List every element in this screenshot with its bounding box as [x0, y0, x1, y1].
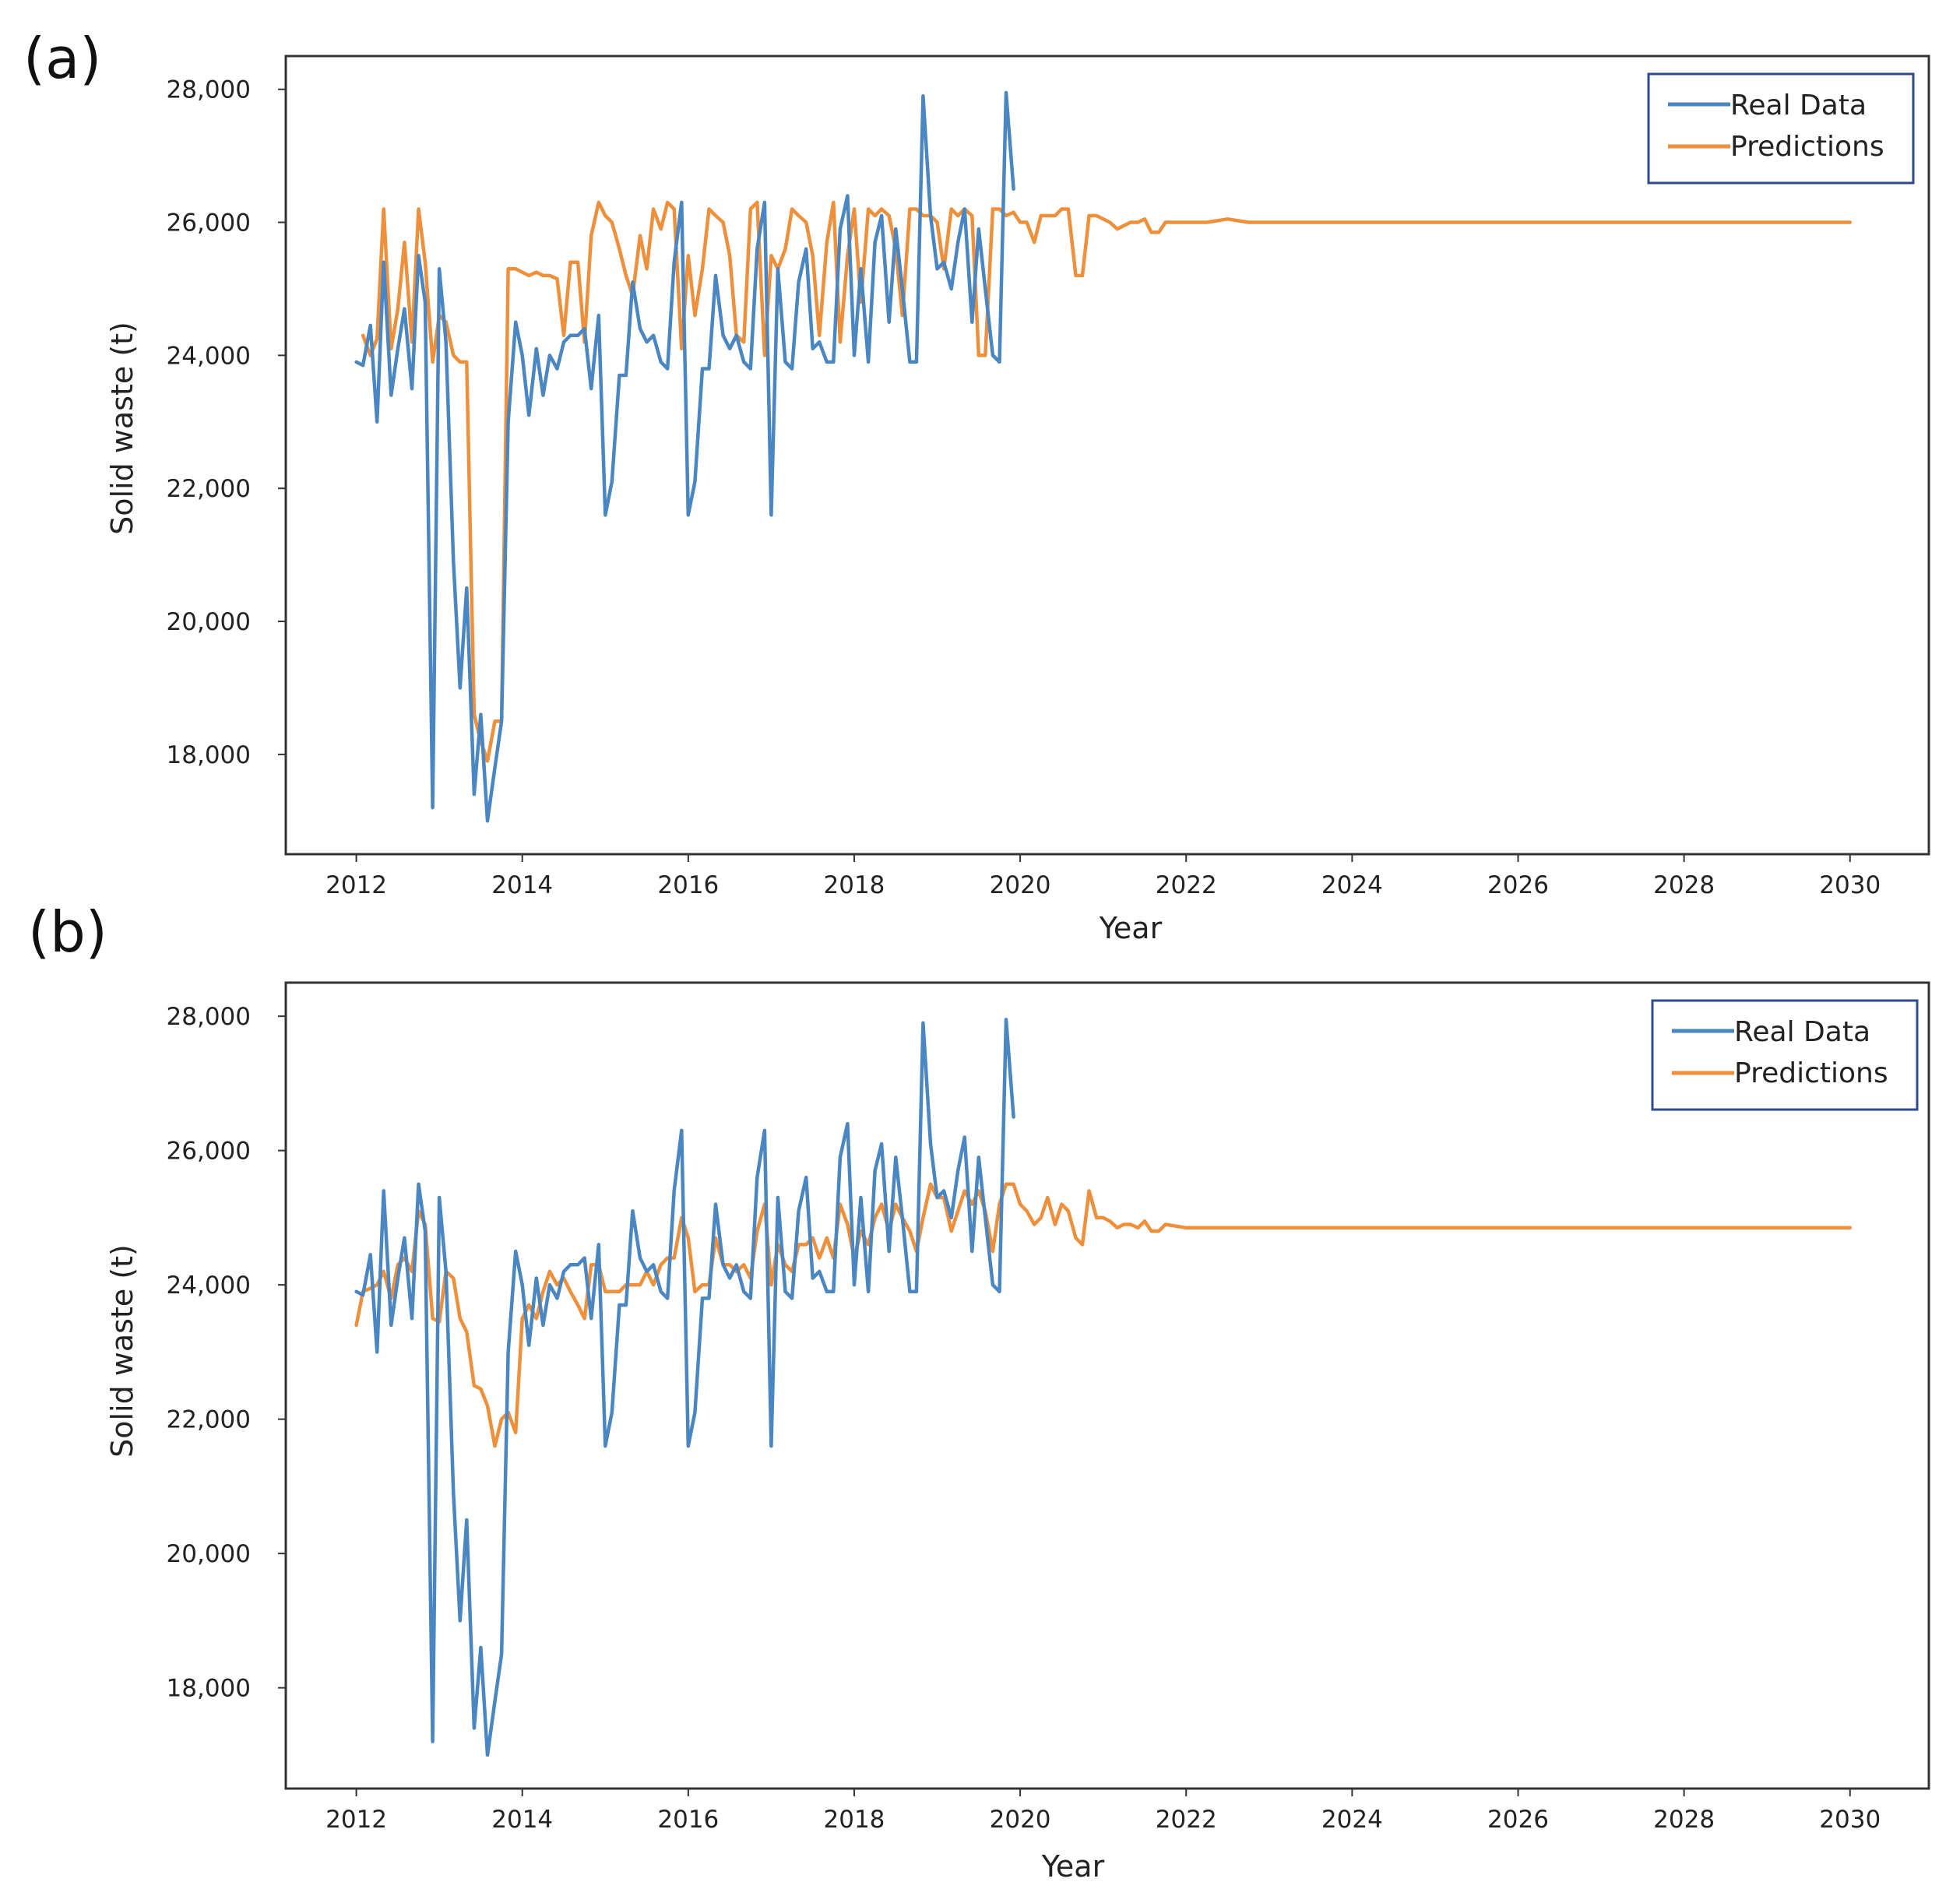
x-tick-label: 2018	[824, 1806, 885, 1834]
legend-label-real-a: Real Data	[1730, 90, 1867, 121]
legend-a: Real Data Predictions	[1647, 72, 1915, 185]
x-tick-label: 2016	[657, 1806, 719, 1834]
series-line-predictions-b	[354, 1182, 1853, 1448]
x-tick-label: 2026	[1487, 871, 1549, 899]
y-axis-title-b: Solid waste (t)	[105, 1244, 139, 1458]
y-tick-label: 20,000	[167, 608, 251, 636]
y-tick-label: 22,000	[167, 1406, 251, 1434]
y-ticks-a: 18,000 20,000 22,000 24,000 26,000 28,000	[167, 76, 286, 769]
x-tick-label: 2024	[1321, 871, 1383, 899]
series-line-real-data-b	[354, 1018, 1015, 1757]
x-tick-label: 2030	[1819, 871, 1881, 899]
legend-box-a	[1647, 72, 1915, 185]
x-ticks-a: 2012 2014 2016 2018 2020 2022 2024 2026 2028 2030	[325, 854, 1881, 899]
panel-label-a: (a)	[23, 26, 101, 91]
series-line-real-data-a	[354, 90, 1015, 823]
x-tick-label: 2030	[1819, 1806, 1881, 1834]
x-tick-label: 2020	[990, 871, 1051, 899]
y-ticks-b: 18,000 20,000 22,000 24,000 26,000 28,000	[167, 1003, 286, 1703]
x-tick-label: 2018	[824, 871, 885, 899]
chart-a: (a) 2012 2014 2016 2018 2020 2022 2024 2026 2028…	[23, 26, 1930, 945]
x-tick-label: 2020	[990, 1806, 1051, 1834]
x-tick-label: 2012	[325, 1806, 387, 1834]
x-ticks-b: 2012 2014 2016 2018 2020 2022 2024 2026 2028 2030	[325, 1789, 1881, 1834]
y-tick-label: 28,000	[167, 76, 251, 104]
series-layer-a	[354, 90, 1853, 823]
x-tick-label: 2028	[1653, 1806, 1715, 1834]
y-tick-label: 20,000	[167, 1540, 251, 1568]
plot-frame-b	[284, 981, 1930, 1790]
legend-label-pred-b: Predictions	[1734, 1057, 1888, 1089]
x-tick-label: 2016	[657, 871, 719, 899]
y-tick-label: 26,000	[167, 209, 251, 237]
x-tick-label: 2024	[1321, 1806, 1383, 1834]
x-tick-label: 2028	[1653, 871, 1715, 899]
legend-label-pred-a: Predictions	[1730, 131, 1884, 163]
x-tick-label: 2022	[1156, 871, 1217, 899]
y-tick-label: 26,000	[167, 1138, 251, 1166]
x-tick-label: 2026	[1487, 1806, 1549, 1834]
y-tick-label: 24,000	[167, 1272, 251, 1300]
x-tick-label: 2012	[325, 871, 387, 899]
x-tick-label: 2014	[491, 1806, 553, 1834]
series-line-predictions-a	[361, 200, 1853, 763]
series-layer-b	[354, 1018, 1853, 1757]
y-tick-label: 22,000	[167, 475, 251, 503]
y-axis-title-a: Solid waste (t)	[105, 322, 139, 535]
y-tick-label: 28,000	[167, 1003, 251, 1031]
y-tick-label: 18,000	[167, 741, 251, 769]
y-tick-label: 18,000	[167, 1675, 251, 1703]
panel-label-b: (b)	[28, 899, 107, 965]
y-tick-label: 24,000	[167, 342, 251, 370]
x-tick-label: 2022	[1156, 1806, 1217, 1834]
chart-b: (b) 2012 2014 2016 2018 2020 2022 2024 2026 2028…	[28, 899, 1930, 1884]
x-axis-title-b: Year	[1041, 1849, 1105, 1884]
x-axis-title-a: Year	[1099, 911, 1163, 945]
x-tick-label: 2014	[491, 871, 553, 899]
legend-b: Real Data Predictions	[1651, 999, 1919, 1111]
legend-label-real-b: Real Data	[1734, 1016, 1870, 1048]
legend-box-b	[1651, 999, 1919, 1111]
plot-frame-a	[284, 55, 1930, 856]
